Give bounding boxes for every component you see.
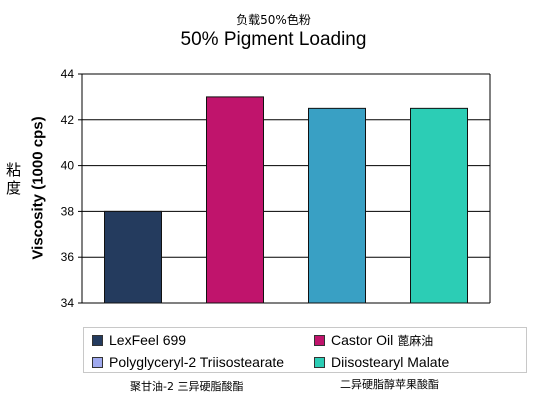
legend-label-cn: 蓖麻油 (397, 334, 434, 348)
chart-subtitle-cn: 负载50%色粉 (236, 13, 311, 27)
chart-legend: LexFeel 699 Castor Oil 蓖麻油 Polyglyceryl-2… (83, 327, 527, 373)
legend-label: Diisostearyl Malate (331, 354, 450, 370)
legend-swatch (92, 356, 103, 368)
bar (206, 96, 264, 304)
legend-item-diisostearyl-malate: Diisostearyl Malate (314, 354, 449, 370)
legend-label: LexFeel 699 (109, 332, 187, 348)
legend-swatch (314, 356, 325, 368)
note-cn-diisostearyl-malate: 二异硬脂醇苹果酸酯 (340, 378, 439, 391)
legend-item-lexfeel: LexFeel 699 (92, 332, 186, 348)
y-tick-label: 42 (61, 113, 75, 127)
bar (308, 107, 366, 304)
legend-label: Castor Oil (331, 332, 394, 348)
legend-label: Polyglyceryl-2 Triisostearate (109, 354, 285, 370)
y-axis-label-cn: 粘度 (6, 161, 22, 197)
legend-swatch (314, 334, 325, 346)
note-cn-polyglyceryl: 聚甘油-2 三异硬脂酸酯 (130, 380, 244, 393)
y-tick-label: 44 (61, 67, 75, 81)
legend-item-polyglyceryl: Polyglyceryl-2 Triisostearate (92, 354, 284, 370)
bar (410, 107, 468, 304)
y-tick-label: 34 (61, 296, 75, 310)
y-tick-label: 38 (61, 204, 75, 218)
chart-title: 50% Pigment Loading (180, 29, 367, 50)
legend-swatch (92, 334, 103, 346)
bar (104, 210, 162, 304)
y-tick-label: 40 (61, 159, 75, 173)
legend-item-castor-oil: Castor Oil 蓖麻油 (314, 332, 433, 349)
y-tick-label: 36 (61, 250, 75, 264)
